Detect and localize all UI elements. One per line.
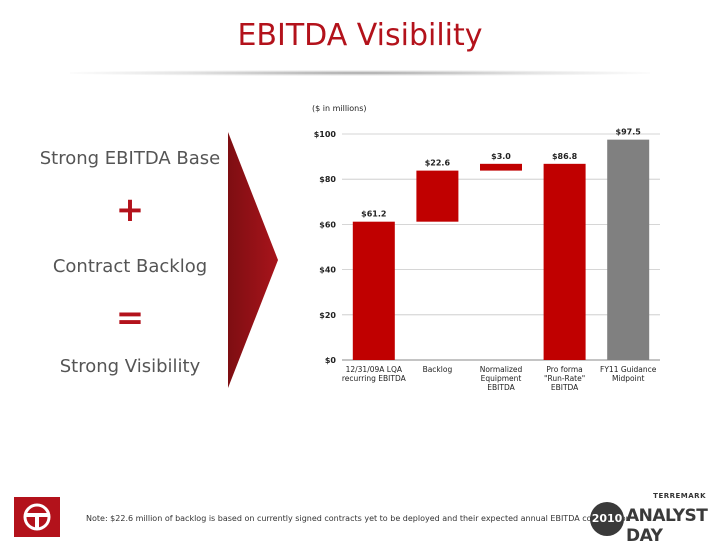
category-label: Midpoint: [612, 374, 645, 383]
footnote: Note: $22.6 million of backlog is based …: [86, 514, 631, 523]
page-title: EBITDA Visibility: [237, 18, 483, 53]
category-label: FY11 Guidance: [600, 365, 657, 374]
company-logo: [14, 497, 60, 537]
event-name: ANALYST DAY: [626, 506, 708, 546]
y-tick-label: $40: [319, 266, 336, 275]
data-label: $61.2: [361, 210, 386, 219]
title-divider: [70, 70, 650, 76]
data-label: $22.6: [425, 159, 451, 168]
category-label: EBITDA: [551, 383, 579, 392]
y-tick-label: $100: [314, 130, 337, 139]
category-label: EBITDA: [487, 383, 515, 392]
equals-sign: =: [115, 298, 145, 338]
bar: [543, 163, 586, 360]
unit-note: ($ in millions): [312, 104, 367, 113]
brand-name: TERREMARK: [653, 492, 706, 500]
y-tick-label: $0: [325, 356, 337, 365]
category-label: Pro forma: [546, 365, 582, 374]
event-year: 2010: [590, 502, 624, 536]
data-label: $3.0: [491, 152, 511, 161]
chevron-arrow-icon: [228, 132, 278, 388]
data-label: $86.8: [552, 152, 578, 161]
y-tick-label: $80: [319, 175, 336, 184]
bar: [607, 139, 650, 360]
category-label: 12/31/09A LQA: [346, 365, 403, 374]
logo-icon: [23, 503, 51, 531]
strong-ebitda-base-text: Strong EBITDA Base: [39, 148, 221, 169]
plus-sign: +: [115, 190, 145, 230]
bar: [480, 163, 522, 171]
analyst-day-logo: TERREMARK 2010 ANALYST DAY: [590, 492, 710, 546]
category-label: recurring EBITDA: [342, 374, 407, 383]
category-label: Normalized: [480, 365, 523, 374]
category-label: Backlog: [423, 365, 453, 374]
data-label: $97.5: [616, 128, 642, 137]
y-tick-label: $20: [319, 311, 336, 320]
y-tick-label: $60: [319, 220, 336, 229]
category-label: "Run-Rate": [544, 374, 585, 383]
bar: [352, 221, 395, 360]
strong-visibility-text: Strong Visibility: [59, 356, 201, 377]
ebitda-waterfall-chart: ($ in millions) $0 $20 $40 $60 $80 $100 $61.2 1…: [312, 104, 660, 392]
bar: [416, 170, 459, 222]
contract-backlog-text: Contract Backlog: [52, 256, 208, 277]
category-label: Equipment: [481, 374, 522, 383]
